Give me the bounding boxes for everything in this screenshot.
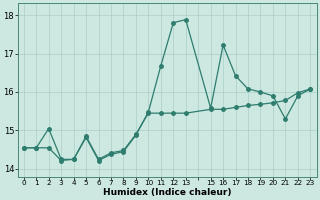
X-axis label: Humidex (Indice chaleur): Humidex (Indice chaleur) xyxy=(103,188,231,197)
